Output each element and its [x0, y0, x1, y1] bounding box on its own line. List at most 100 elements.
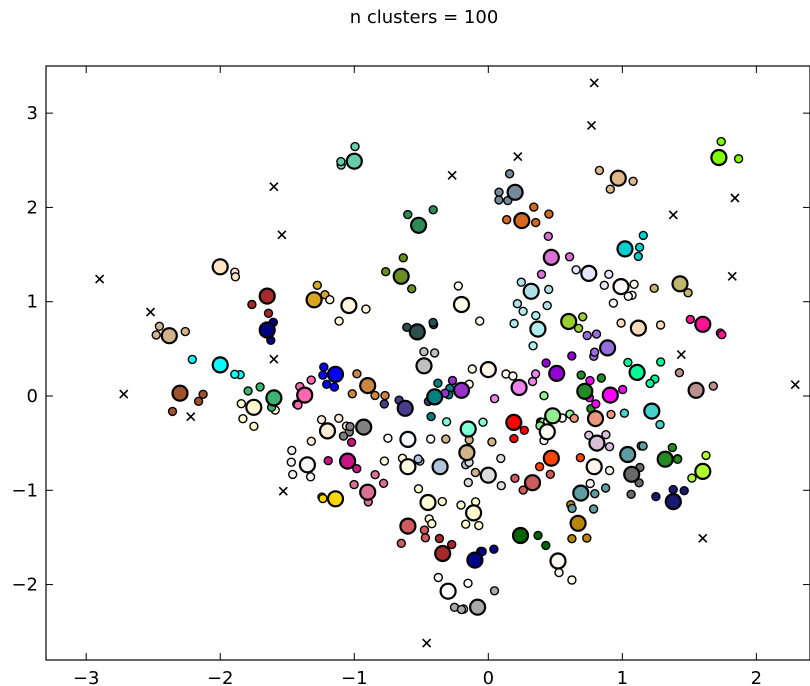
cluster-member-point	[396, 538, 406, 548]
cluster-center-point	[542, 248, 560, 266]
cluster-member-point	[508, 371, 518, 381]
cluster-member-point	[585, 478, 595, 489]
cluster-center-point	[408, 323, 426, 341]
cluster-member-point	[403, 209, 413, 220]
cluster-member-point	[504, 169, 515, 179]
cluster-center-point	[258, 321, 276, 339]
cluster-center-point	[318, 422, 337, 440]
cluster-member-point	[616, 318, 626, 328]
cluster-member-point	[604, 442, 615, 452]
cluster-member-point	[596, 373, 606, 383]
cluster-center-point	[459, 420, 477, 438]
cluster-member-point	[638, 441, 648, 451]
cluster-member-point	[487, 437, 497, 447]
cluster-member-point	[701, 450, 711, 461]
cluster-member-point	[531, 217, 541, 228]
cluster-member-point	[591, 329, 602, 339]
cluster-center-point	[469, 598, 487, 616]
cluster-member-point	[447, 539, 457, 550]
cluster-member-point	[619, 408, 630, 418]
cluster-member-point	[349, 479, 359, 490]
x-tick-label: 2	[751, 668, 762, 686]
cluster-member-point	[541, 358, 551, 368]
cluster-member-point	[539, 391, 549, 401]
cluster-member-point	[672, 454, 683, 464]
cluster-member-point	[633, 251, 643, 262]
cluster-member-point	[573, 323, 584, 333]
cluster-member-point	[463, 578, 473, 588]
cluster-member-point	[599, 280, 609, 290]
outlier-x-marker	[186, 412, 196, 422]
cluster-member-point	[623, 291, 633, 301]
cluster-member-point	[716, 136, 726, 147]
cluster-center-point	[415, 357, 433, 375]
cluster-member-point	[554, 567, 564, 578]
cluster-center-point	[399, 430, 417, 448]
cluster-member-point	[527, 376, 538, 387]
outlier-x-marker	[119, 389, 129, 399]
cluster-member-point	[626, 489, 636, 499]
cluster-member-point	[531, 310, 541, 321]
cluster-member-point	[407, 284, 417, 294]
cluster-member-point	[288, 469, 298, 480]
cluster-member-point	[656, 357, 666, 367]
cluster-member-point	[429, 348, 440, 358]
cluster-member-point	[306, 436, 316, 446]
cluster-member-point	[247, 299, 257, 310]
cluster-member-point	[463, 477, 473, 488]
cluster-member-point	[419, 347, 429, 357]
cluster-center-point	[510, 378, 528, 397]
cluster-member-point	[628, 176, 638, 187]
outlier-x-marker	[730, 193, 740, 203]
cluster-center-point	[399, 517, 417, 535]
cluster-member-point	[541, 540, 551, 551]
cluster-member-point	[708, 381, 718, 391]
cluster-center-point	[426, 388, 444, 406]
cluster-member-point	[567, 534, 577, 544]
cluster-member-point	[428, 317, 438, 328]
cluster-center-point	[452, 381, 471, 399]
cluster-member-point	[322, 379, 332, 389]
cluster-member-point	[604, 465, 615, 476]
cluster-member-point	[187, 354, 198, 365]
cluster-member-point	[543, 231, 553, 242]
cluster-member-point	[489, 394, 500, 404]
cluster-member-point	[255, 382, 265, 392]
cluster-member-point	[567, 503, 577, 514]
cluster-member-point	[437, 496, 447, 507]
cluster-member-point	[634, 242, 645, 253]
cluster-member-point	[329, 382, 340, 392]
cluster-member-point	[618, 384, 628, 395]
x-tick-label: −3	[73, 668, 100, 686]
y-tick-label: 0	[27, 386, 38, 407]
cluster-center-point	[542, 449, 560, 467]
cluster-member-point	[668, 484, 678, 495]
cluster-center-point	[452, 295, 471, 314]
cluster-center-point	[710, 148, 728, 167]
cluster-center-point	[588, 434, 606, 452]
cluster-member-point	[441, 417, 452, 427]
cluster-member-point	[151, 330, 161, 340]
cluster-member-point	[319, 362, 329, 372]
outlier-x-marker	[589, 78, 599, 88]
cluster-member-point	[361, 304, 371, 314]
cluster-member-point	[413, 454, 423, 464]
cluster-center-point	[549, 552, 567, 570]
cluster-member-point	[679, 486, 689, 496]
cluster-center-point	[656, 450, 674, 468]
cluster-center-point	[171, 384, 189, 402]
cluster-center-point	[434, 544, 452, 563]
cluster-member-point	[496, 453, 506, 464]
cluster-member-point	[470, 467, 481, 478]
cluster-center-point	[694, 315, 712, 333]
y-tick-label: 1	[27, 292, 38, 313]
cluster-member-point	[649, 283, 659, 293]
cluster-member-point	[318, 370, 328, 380]
cluster-member-point	[230, 369, 240, 379]
cluster-member-point	[352, 464, 362, 474]
cluster-member-point	[544, 209, 554, 219]
cluster-center-point	[511, 526, 530, 545]
cluster-member-point	[545, 469, 555, 479]
cluster-center-point	[326, 490, 345, 508]
